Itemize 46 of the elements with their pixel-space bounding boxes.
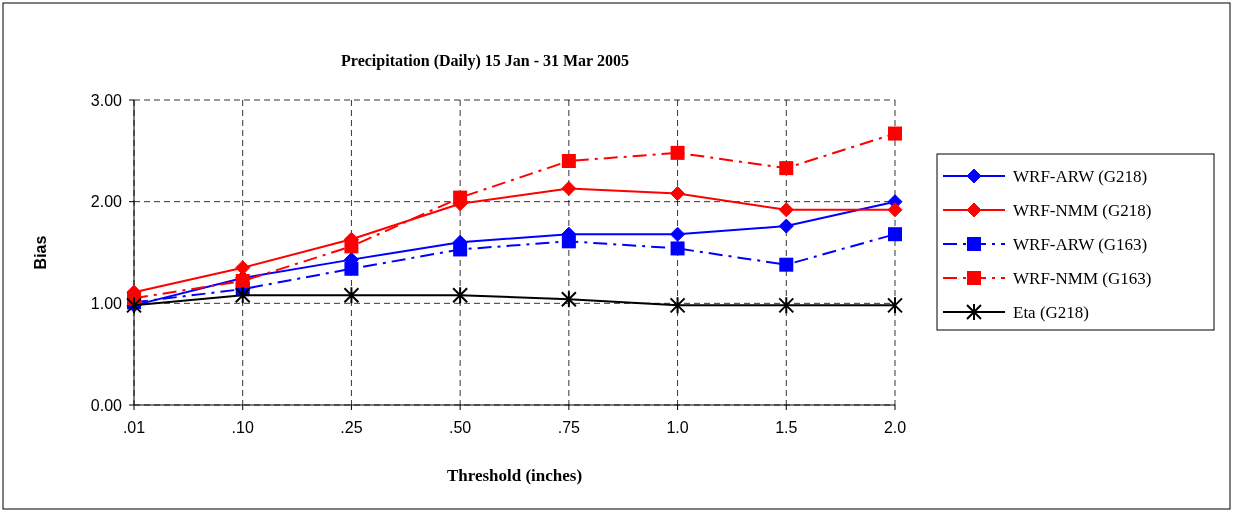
x-tick-label: .25	[340, 419, 363, 436]
point	[778, 218, 794, 234]
point	[887, 296, 903, 315]
chart-title: Precipitation (Daily) 15 Jan - 31 Mar 2005	[341, 52, 629, 70]
point	[561, 234, 576, 249]
legend-label: WRF-NMM (G218)	[1013, 200, 1152, 220]
legend-label: WRF-ARW (G218)	[1013, 166, 1148, 186]
legend-label: WRF-ARW (G163)	[1013, 234, 1148, 254]
y-tick-label: 2.00	[90, 193, 123, 211]
point	[887, 202, 903, 218]
point	[669, 296, 686, 315]
point	[234, 286, 251, 305]
point	[670, 145, 685, 160]
point	[561, 180, 577, 196]
x-tick-label: 1.0	[666, 419, 689, 436]
x-tick-label: .50	[449, 419, 472, 436]
point	[779, 161, 794, 176]
y-tick-label: 0.00	[90, 396, 123, 414]
y-tick-label: 3.00	[90, 91, 123, 109]
y-tick-label: 1.00	[90, 294, 123, 312]
point	[670, 226, 686, 242]
point	[235, 260, 251, 276]
point	[344, 239, 359, 254]
point	[344, 261, 359, 276]
point	[343, 286, 360, 305]
legend-label: WRF-NMM (G163)	[1013, 268, 1152, 288]
point	[453, 190, 468, 205]
point	[561, 154, 576, 168]
point	[888, 126, 902, 141]
point	[560, 290, 577, 309]
point	[888, 227, 902, 242]
y-axis-title: Bias	[32, 235, 49, 270]
x-tick-label: 1.5	[775, 419, 798, 436]
point	[779, 257, 794, 272]
point	[778, 202, 794, 218]
legend-label: Eta (G218)	[1013, 302, 1090, 322]
x-tick-label: 2.0	[883, 419, 907, 436]
point	[778, 296, 795, 315]
x-axis-title: Threshold (inches)	[446, 466, 583, 485]
point	[453, 242, 468, 257]
point	[670, 241, 685, 256]
x-tick-label: .10	[231, 419, 254, 436]
x-tick-label: .01	[122, 419, 146, 436]
point	[670, 186, 686, 202]
x-tick-label: .75	[557, 419, 581, 436]
point	[452, 286, 469, 305]
